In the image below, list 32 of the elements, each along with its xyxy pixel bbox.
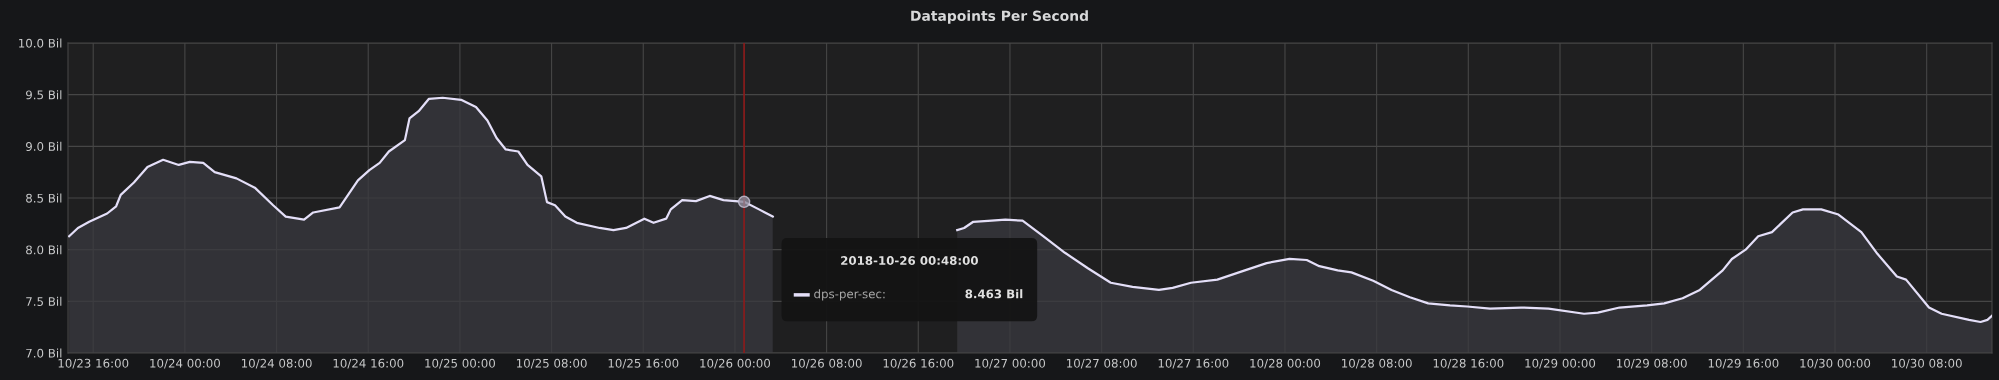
y-tick-label: 7.5 Bil	[26, 296, 62, 306]
x-tick-label: 10/25 08:00	[516, 358, 587, 369]
x-tick-label: 10/29 08:00	[1617, 358, 1687, 369]
annotation: 2018-10-26 00:48:00	[841, 256, 978, 265]
x-tick-label: 10/25 16:00	[608, 358, 679, 369]
x-tick-label: 10/29 00:00	[1525, 358, 1596, 369]
x-tick-label: 10/25 00:00	[425, 358, 496, 369]
x-tick-label: 10/24 00:00	[150, 358, 220, 369]
x-tick-label: 10/23 16:00	[58, 358, 129, 369]
annotation: 8.463 Bil	[965, 289, 1023, 299]
x-tick-label: 10/24 08:00	[241, 358, 312, 369]
y-tick-label: 7.0 Bil	[26, 348, 62, 358]
x-tick-label: 10/30 00:00	[1800, 358, 1871, 369]
x-tick-label: 10/27 08:00	[1067, 358, 1137, 369]
y-tick-label: 9.5 Bil	[26, 90, 62, 100]
x-tick-label: 10/28 16:00	[1433, 358, 1504, 369]
x-tick-label: 10/27 16:00	[1158, 358, 1229, 369]
chart-title: Datapoints Per Second	[911, 10, 1088, 24]
x-tick-label: 10/26 08:00	[792, 358, 862, 369]
y-tick-label: 9.0 Bil	[26, 141, 62, 151]
x-tick-label: 10/26 00:00	[700, 358, 771, 369]
y-tick-label: 8.5 Bil	[26, 193, 62, 203]
x-tick-label: 10/28 08:00	[1342, 358, 1412, 369]
y-tick-label: 10.0 Bil	[19, 38, 62, 48]
x-tick-label: 10/30 08:00	[1892, 358, 1962, 369]
x-tick-label: 10/29 16:00	[1708, 358, 1779, 369]
x-tick-label: 10/24 16:00	[333, 358, 404, 369]
x-tick-label: 10/27 00:00	[975, 358, 1046, 369]
x-tick-label: 10/26 16:00	[883, 358, 954, 369]
legend-label: dps-per-sec:	[814, 289, 885, 301]
x-tick-label: 10/28 00:00	[1250, 358, 1321, 369]
y-tick-label: 8.0 Bil	[26, 245, 62, 255]
